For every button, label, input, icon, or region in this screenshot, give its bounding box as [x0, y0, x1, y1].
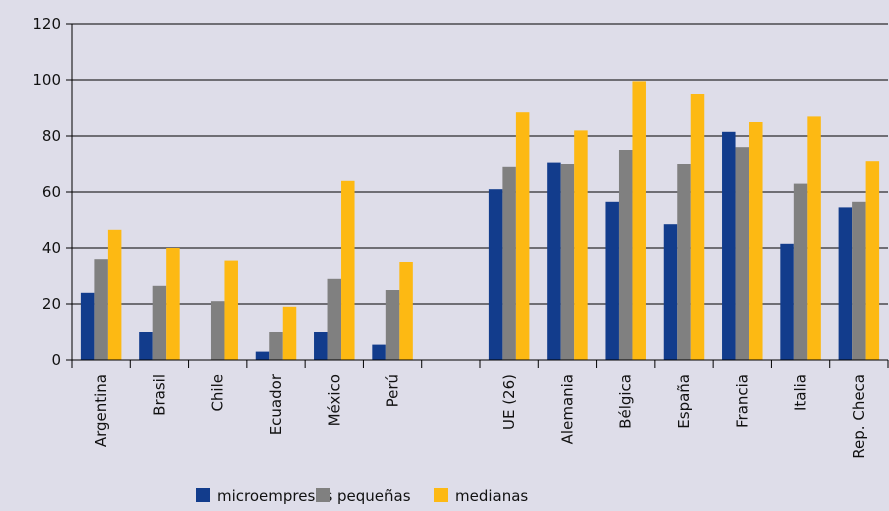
legend-label-pequeñas: pequeñas — [337, 487, 411, 505]
y-tick-label: 20 — [42, 295, 61, 313]
bar-microempresas-Rep. Checa — [838, 207, 853, 360]
bar-pequeñas-Chile — [210, 301, 225, 360]
bar-pequeñas-Italia — [793, 183, 808, 360]
bar-medianas-Brasil — [166, 248, 180, 360]
category-label: México — [325, 374, 343, 426]
bar-microempresas-UE (26) — [488, 189, 503, 360]
legend-swatch-medianas — [434, 488, 448, 502]
category-labels: Argentina Brasil Chile Ecuador México Perú UE … — [92, 373, 868, 459]
bar-medianas-Bélgica — [632, 81, 646, 361]
bar-pequeñas-Bélgica — [618, 150, 633, 360]
bar-medianas-México — [341, 180, 355, 360]
legend-swatch-pequeñas — [316, 488, 330, 502]
bar-microempresas-Argentina — [80, 292, 95, 360]
y-tick-label: 80 — [42, 127, 61, 145]
bar-pequeñas-Argentina — [94, 259, 108, 360]
bar-microempresas-Bélgica — [605, 201, 619, 360]
bar-microempresas-Brasil — [139, 332, 153, 360]
legend-label-microempresas: microempresas — [217, 487, 332, 505]
category-label: España — [675, 374, 693, 429]
y-tick-label: 0 — [51, 351, 61, 369]
bar-medianas-Francia — [749, 122, 763, 360]
bar-pequeñas-Rep. Checa — [852, 201, 866, 360]
bar-medianas-Rep. Checa — [865, 161, 880, 360]
bar-pequeñas-UE (26) — [502, 166, 516, 360]
bar-medianas-UE (26) — [515, 112, 530, 360]
bar-medianas-Argentina — [107, 229, 122, 360]
category-label: Chile — [209, 374, 227, 412]
y-tick-label: 40 — [42, 239, 61, 257]
bar-pequeñas-Perú — [385, 290, 400, 360]
bar-pequeñas-Francia — [735, 147, 750, 360]
bar-microempresas-Italia — [780, 243, 794, 360]
bar-pequeñas-Alemania — [560, 164, 575, 360]
category-label: Alemania — [558, 374, 576, 444]
bar-medianas-España — [690, 94, 705, 360]
category-label: UE (26) — [500, 374, 518, 430]
category-label: Rep. Checa — [850, 374, 868, 459]
x-axis-ticks — [71, 360, 889, 368]
category-label: Brasil — [150, 374, 168, 416]
legend: microempresas pequeñas medianas — [196, 487, 528, 505]
bar-medianas-Alemania — [574, 130, 588, 360]
bar-pequeñas-Brasil — [152, 285, 167, 360]
bar-pequeñas-México — [327, 278, 342, 360]
category-label: Italia — [792, 374, 810, 411]
legend-label-medianas: medianas — [455, 487, 528, 505]
bar-microempresas-México — [314, 332, 328, 360]
bars — [80, 81, 880, 361]
y-tick-label: 60 — [42, 183, 61, 201]
y-axis-ticks: 0 20 40 60 80 100 120 — [32, 15, 72, 369]
category-label: Bélgica — [617, 374, 635, 429]
bar-medianas-Ecuador — [282, 306, 297, 360]
bar-microempresas-Ecuador — [255, 351, 270, 360]
bar-medianas-Perú — [399, 262, 413, 360]
gridlines — [72, 23, 888, 305]
category-label: Perú — [384, 374, 402, 407]
category-label: Ecuador — [267, 373, 285, 435]
category-label: Argentina — [92, 374, 110, 447]
y-tick-label: 100 — [32, 71, 61, 89]
bar-microempresas-Perú — [372, 344, 386, 360]
bar-medianas-Chile — [224, 260, 238, 360]
bar-medianas-Italia — [807, 116, 821, 361]
bar-pequeñas-España — [677, 164, 691, 360]
bar-microempresas-Francia — [722, 131, 736, 360]
bar-microempresas-Alemania — [547, 162, 561, 360]
legend-swatch-microempresas — [196, 488, 210, 502]
category-label: Francia — [733, 374, 751, 428]
bar-pequeñas-Ecuador — [269, 332, 283, 360]
y-tick-label: 120 — [32, 15, 61, 33]
bar-microempresas-España — [663, 224, 678, 360]
